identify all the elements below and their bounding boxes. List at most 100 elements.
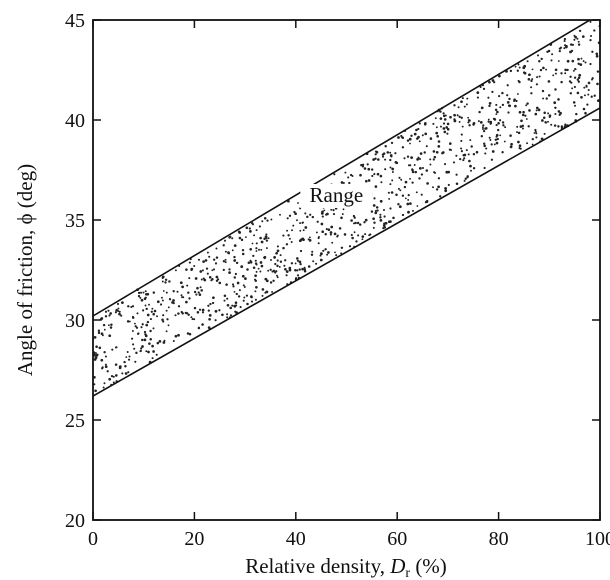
band-dot	[234, 272, 238, 276]
band-dot	[206, 251, 209, 254]
band-dot	[493, 143, 496, 146]
band-dot	[569, 92, 573, 95]
band-dot	[296, 259, 299, 262]
band-dot	[513, 98, 516, 102]
band-dot	[542, 116, 546, 119]
band-dot	[421, 166, 425, 170]
band-dot	[348, 245, 352, 248]
band-dot	[503, 140, 506, 143]
band-dot	[389, 207, 392, 210]
band-dot	[201, 323, 204, 326]
band-dot	[251, 223, 255, 226]
band-dot	[211, 301, 215, 305]
band-dot	[480, 106, 484, 110]
band-dot	[131, 337, 134, 340]
y-tick-label: 45	[65, 10, 85, 32]
x-tick-label: 20	[184, 528, 204, 550]
band-dot	[534, 112, 538, 116]
band-dot	[177, 333, 180, 337]
band-dot	[470, 145, 473, 148]
band-dot	[518, 144, 522, 148]
band-dot	[253, 278, 257, 281]
band-dot	[358, 223, 362, 226]
band-dot	[528, 109, 531, 112]
band-dot	[363, 221, 366, 224]
band-dot	[272, 269, 276, 272]
band-dot	[443, 118, 447, 121]
band-dot	[108, 314, 111, 317]
band-dot	[351, 175, 354, 177]
band-dot	[187, 291, 190, 294]
band-dot	[391, 171, 394, 173]
y-axis-label: Angle of friction, ϕ (deg)	[13, 164, 37, 376]
band-dot	[228, 268, 231, 271]
band-dot	[446, 122, 450, 126]
band-dot	[333, 232, 337, 236]
band-dot	[409, 202, 412, 205]
band-dot	[442, 122, 446, 125]
band-dot	[469, 164, 472, 168]
band-dot	[425, 145, 428, 148]
band-dot	[571, 59, 575, 63]
band-dot	[299, 222, 302, 225]
band-dot	[279, 213, 281, 216]
band-dot	[152, 291, 156, 294]
band-dot	[260, 248, 263, 251]
band-dot	[557, 98, 560, 101]
band-dot	[415, 191, 418, 194]
band-dot	[284, 259, 287, 262]
band-dot	[296, 274, 300, 277]
band-dot	[243, 296, 246, 299]
band-dot	[547, 94, 551, 97]
band-dot	[577, 76, 581, 80]
band-dot	[374, 185, 378, 188]
band-dot	[542, 97, 545, 100]
band-dot	[161, 318, 164, 321]
band-dot	[245, 226, 249, 230]
band-dot	[560, 72, 563, 75]
band-dot	[443, 130, 447, 134]
band-dot	[146, 292, 150, 296]
band-dot	[310, 253, 314, 256]
band-dot	[551, 53, 554, 56]
band-dot	[176, 290, 179, 293]
band-dot	[490, 143, 493, 146]
band-dot	[329, 231, 333, 234]
band-dot	[397, 187, 400, 190]
band-dot	[139, 350, 142, 353]
band-dot	[283, 264, 286, 267]
band-dot	[247, 261, 251, 265]
band-dot	[547, 120, 549, 123]
band-dot	[242, 299, 245, 302]
band-dot	[483, 142, 486, 145]
band-dot	[557, 110, 561, 113]
band-dot	[461, 97, 464, 100]
band-dot	[445, 126, 449, 129]
band-dot	[308, 236, 311, 239]
band-dot	[514, 65, 517, 68]
band-dot	[301, 267, 304, 271]
band-dot	[468, 124, 471, 127]
band-dot	[118, 365, 122, 368]
band-dot	[426, 182, 429, 185]
band-dot	[553, 124, 557, 127]
band-dot	[258, 225, 261, 228]
band-dot	[156, 300, 160, 304]
band-dot	[401, 146, 405, 149]
band-dot	[265, 239, 269, 242]
band-dot	[249, 260, 253, 264]
band-dot	[123, 360, 126, 364]
band-dot	[587, 93, 590, 96]
band-dot	[242, 284, 245, 287]
band-dot	[377, 158, 380, 161]
band-dot	[415, 128, 418, 132]
band-dot	[576, 37, 579, 40]
band-dot	[149, 338, 152, 341]
band-dot	[193, 290, 197, 294]
band-dot	[205, 267, 209, 270]
band-dot	[139, 296, 142, 299]
band-dot	[273, 256, 276, 259]
band-dot	[501, 103, 505, 107]
band-dot	[196, 286, 199, 290]
band-dot	[482, 124, 485, 127]
